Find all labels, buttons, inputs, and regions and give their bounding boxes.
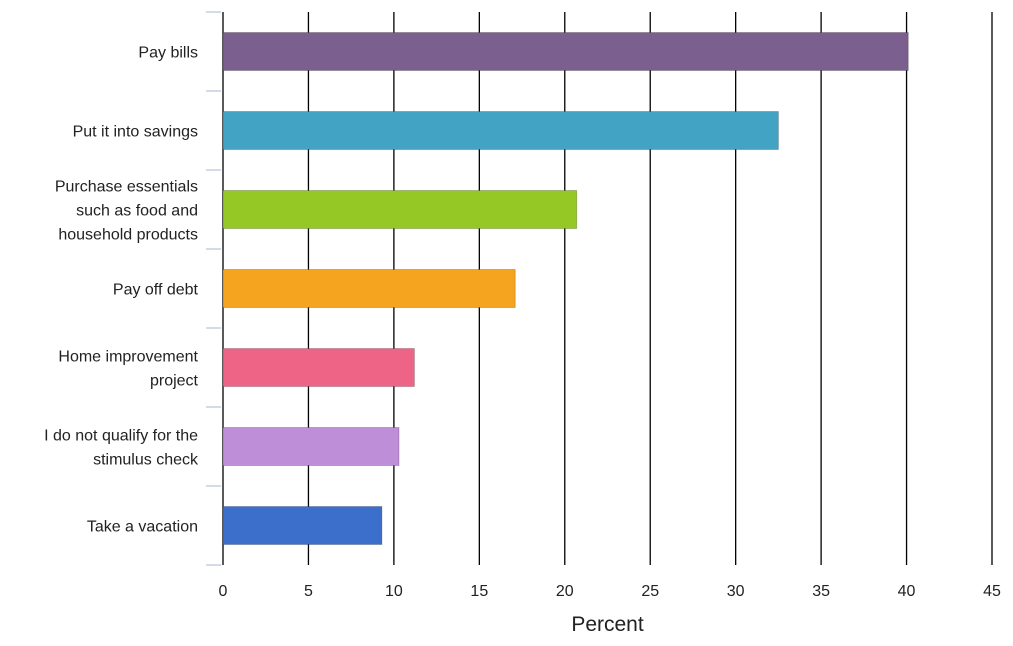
category-label: Home improvement project (58, 349, 198, 390)
x-axis-title: Percent (571, 613, 644, 636)
category-label-line: Purchase essentials (55, 179, 198, 196)
bar (222, 190, 578, 229)
x-tick-label: 15 (470, 583, 488, 600)
x-tick-label: 35 (812, 583, 830, 600)
x-tick-labels: 0 5 10 15 20 25 30 35 40 45 (219, 583, 1001, 600)
x-tick-label: 40 (898, 583, 916, 600)
category-ticks (206, 11, 221, 566)
category-label-line: Pay off debt (113, 282, 199, 299)
bar (222, 427, 400, 466)
x-tick-label: 30 (727, 583, 745, 600)
category-label: I do not qualify for the stimulus check (44, 428, 199, 469)
x-tick-label: 5 (304, 583, 313, 600)
category-label: Pay off debt (113, 282, 199, 299)
category-label-line: I do not qualify for the (44, 428, 198, 445)
x-tick-label: 45 (983, 583, 1001, 600)
category-labels: Pay bills Put it into savings Purchase ess… (44, 45, 199, 536)
category-label: Purchase essentials such as food and house… (55, 179, 198, 244)
category-label-line: Take a vacation (87, 519, 198, 536)
gridlines (222, 12, 993, 565)
category-label: Put it into savings (73, 124, 198, 141)
category-label-line: project (150, 373, 199, 390)
category-label-line: stimulus check (93, 452, 199, 469)
bars (222, 32, 909, 545)
bar (222, 269, 516, 308)
category-label-line: Home improvement (58, 349, 198, 366)
category-label-line: Pay bills (138, 45, 198, 62)
bar (222, 506, 383, 545)
x-tick-label: 20 (556, 583, 574, 600)
category-label-line: household products (58, 227, 198, 244)
category-label: Take a vacation (87, 519, 198, 536)
category-label-line: Put it into savings (73, 124, 198, 141)
category-label: Pay bills (138, 45, 198, 62)
x-tick-label: 0 (219, 583, 228, 600)
bar (222, 111, 779, 150)
category-label-line: such as food and (76, 203, 198, 220)
bar (222, 348, 415, 387)
x-tick-label: 10 (385, 583, 403, 600)
bar (222, 32, 909, 71)
x-tick-label: 25 (641, 583, 659, 600)
